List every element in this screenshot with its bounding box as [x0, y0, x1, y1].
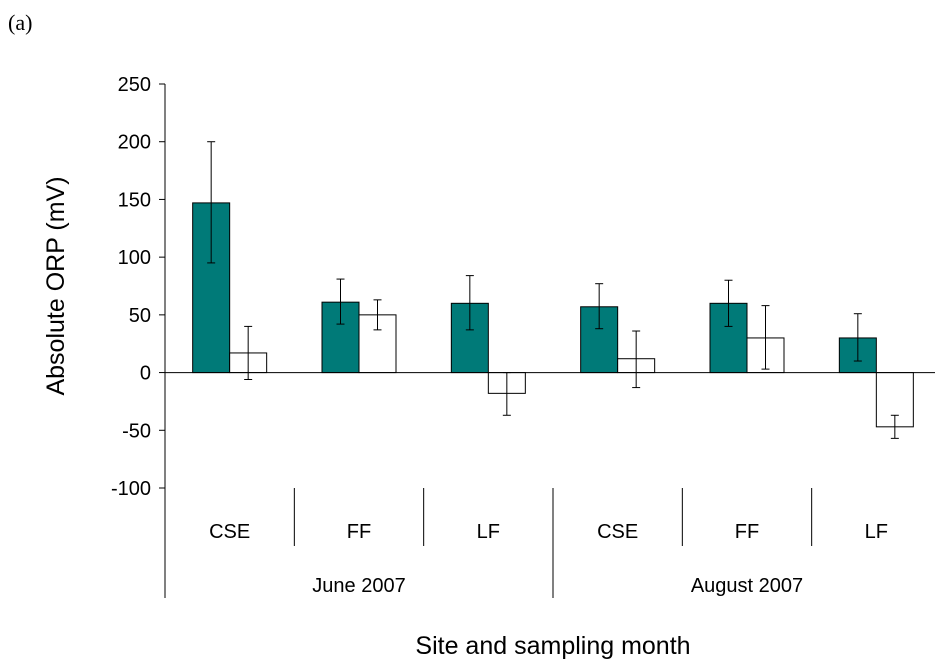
x-category-label: CSE	[597, 521, 638, 543]
y-tick-label: 150	[118, 189, 151, 211]
x-category-label: FF	[347, 521, 371, 543]
error-bars	[207, 141, 899, 439]
y-tick-label: 100	[118, 247, 151, 269]
y-tick-label: -100	[111, 478, 151, 500]
x-axis-title: Site and sampling month	[415, 632, 690, 660]
y-tick-label: 250	[118, 74, 151, 96]
y-axis: 250 200 150 100 50 0 -50 -100	[111, 74, 166, 598]
bars	[192, 202, 914, 428]
y-tick-label: 0	[140, 363, 151, 385]
y-axis-title: Absolute ORP (mV)	[42, 176, 70, 395]
x-axis: CSE FF LF CSE FF LF June 2007 August 2007	[165, 372, 935, 598]
x-group-label: June 2007	[312, 575, 405, 597]
x-category-label: LF	[865, 521, 888, 543]
y-tick-label: 200	[118, 132, 151, 154]
y-tick-label: -50	[122, 420, 151, 442]
x-group-label: August 2007	[691, 575, 803, 597]
x-category-label: LF	[477, 521, 500, 543]
x-category-label: CSE	[209, 521, 250, 543]
panel-label: (a)	[8, 10, 32, 35]
y-tick-label: 50	[129, 305, 151, 327]
x-category-label: FF	[735, 521, 759, 543]
